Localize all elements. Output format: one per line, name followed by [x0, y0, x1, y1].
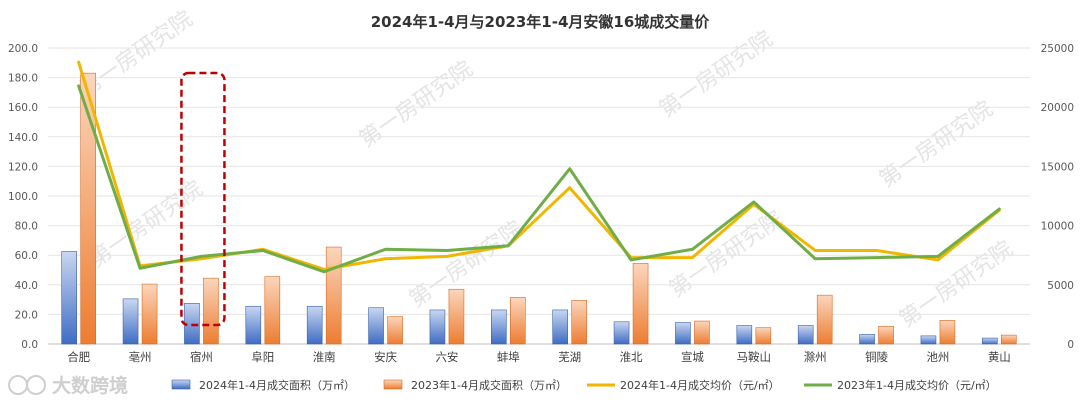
bar-s0-13 [859, 334, 875, 345]
watermark-5: 第一房研究院 [405, 217, 527, 313]
bar-s1-3 [264, 276, 281, 345]
y-tick-right-2: 10000 [1041, 221, 1074, 233]
bar-s1-8 [571, 300, 587, 345]
lines-layer [77, 60, 1001, 274]
y-tick-left-8: 160.0 [8, 102, 38, 114]
y-tick-left-6: 120.0 [8, 161, 38, 173]
watermark-6: 第一房研究院 [665, 207, 787, 303]
x-label-14: 池州 [926, 350, 949, 364]
legend-label-2: 2024年1-4月成交均价（元/㎡） [620, 378, 780, 392]
bar-s0-10 [675, 322, 691, 345]
x-label-8: 芜湖 [558, 350, 581, 364]
grid-lines [48, 47, 1030, 345]
bar-s0-7 [491, 309, 507, 345]
y-axis-right: 0 5000 10000 15000 20000 25000 [1041, 43, 1074, 351]
legend-label-1: 2023年1-4月成交面积（万㎡） [411, 378, 567, 392]
x-label-10: 宣城 [681, 350, 704, 364]
y-tick-right-5: 25000 [1041, 43, 1074, 55]
y-tick-right-4: 20000 [1041, 102, 1074, 114]
bar-s1-0 [80, 72, 96, 345]
brand-logo-icon [8, 375, 28, 395]
bar-s0-11 [736, 325, 753, 345]
y-tick-left-3: 60.0 [15, 250, 38, 262]
chart-title: 2024年1-4月与2023年1-4月安徽16城成交量价 [371, 13, 711, 31]
x-label-15: 黄山 [988, 350, 1011, 364]
bar-s0-15 [982, 337, 998, 345]
x-label-9: 淮北 [620, 350, 643, 364]
legend-swatch-0 [171, 379, 191, 390]
highlight-box-rect [180, 71, 226, 327]
bar-s1-10 [694, 320, 710, 345]
bar-s0-8 [552, 309, 568, 345]
y-tick-right-1: 5000 [1047, 280, 1074, 292]
series-line-3 [77, 84, 1001, 274]
x-label-6: 六安 [435, 350, 458, 364]
legend: 2024年1-4月成交面积（万㎡） 2023年1-4月成交面积（万㎡） 2024年1… [171, 378, 997, 392]
bar-s0-9 [613, 321, 630, 345]
bar-s0-12 [797, 325, 814, 345]
bar-s1-5 [387, 316, 403, 345]
x-label-2: 宿州 [190, 350, 213, 364]
bar-s0-4 [306, 305, 323, 345]
y-tick-left-9: 180.0 [8, 73, 38, 85]
x-axis-labels: 合肥 亳州 宿州 阜阳 淮南 安庆 六安 蚌埠 芜湖 淮北 宣城 马鞍山 滁州 铜陵 池州 黄山 [67, 350, 1011, 364]
x-label-7: 蚌埠 [497, 350, 520, 364]
watermark-1: 第一房研究院 [355, 57, 477, 153]
bars-layer [61, 72, 1017, 345]
bar-s1-6 [448, 288, 465, 345]
x-label-13: 铜陵 [865, 350, 888, 364]
x-label-4: 淮南 [313, 350, 336, 364]
bar-s1-11 [755, 327, 772, 345]
brand-text: 大数跨境 [52, 374, 128, 397]
watermark-2: 第一房研究院 [655, 27, 777, 123]
x-label-12: 滁州 [804, 350, 827, 364]
legend-swatch-1 [383, 379, 403, 390]
y-tick-right-0: 0 [1067, 339, 1074, 351]
x-label-5: 安庆 [374, 350, 397, 364]
y-tick-left-5: 100.0 [8, 191, 38, 203]
brand-logo: 大数跨境 [8, 374, 128, 397]
bar-s1-14 [939, 320, 956, 345]
bar-s0-5 [368, 307, 384, 345]
bar-s0-0 [61, 251, 77, 345]
x-label-1: 亳州 [129, 350, 152, 364]
x-label-0: 合肥 [67, 350, 90, 364]
bar-s1-13 [878, 325, 894, 345]
y-tick-left-2: 40.0 [15, 280, 38, 292]
x-label-3: 阜阳 [251, 350, 274, 364]
y-tick-left-7: 140.0 [8, 132, 38, 144]
bar-s1-12 [816, 294, 833, 345]
watermark-3: 第一房研究院 [875, 97, 997, 193]
bar-s0-6 [429, 309, 446, 345]
y-tick-left-10: 200.0 [8, 43, 38, 55]
highlight-box [180, 71, 226, 327]
bar-s1-2 [203, 277, 219, 345]
bar-s1-4 [325, 246, 342, 345]
y-axis-left: 0.0 20.0 40.0 60.0 80.0 100.0 120.0 140.0 160.0 1… [8, 43, 38, 351]
legend-label-3: 2023年1-4月成交均价（元/㎡） [837, 378, 997, 392]
x-label-11: 马鞍山 [737, 350, 772, 364]
bar-s0-14 [920, 335, 937, 345]
y-tick-right-3: 15000 [1041, 161, 1074, 173]
bar-s0-3 [245, 305, 262, 345]
bar-s1-9 [632, 263, 649, 345]
brand-logo-icon-2 [26, 375, 46, 395]
series-line-2 [77, 60, 1001, 271]
y-tick-left-0: 0.0 [21, 339, 38, 351]
bar-s1-7 [510, 297, 526, 345]
bar-s0-1 [122, 298, 139, 345]
bar-s1-15 [1001, 334, 1017, 345]
y-tick-left-1: 20.0 [15, 309, 38, 321]
y-tick-left-4: 80.0 [15, 221, 38, 233]
legend-label-0: 2024年1-4月成交面积（万㎡） [199, 378, 355, 392]
bar-s1-1 [141, 283, 158, 345]
